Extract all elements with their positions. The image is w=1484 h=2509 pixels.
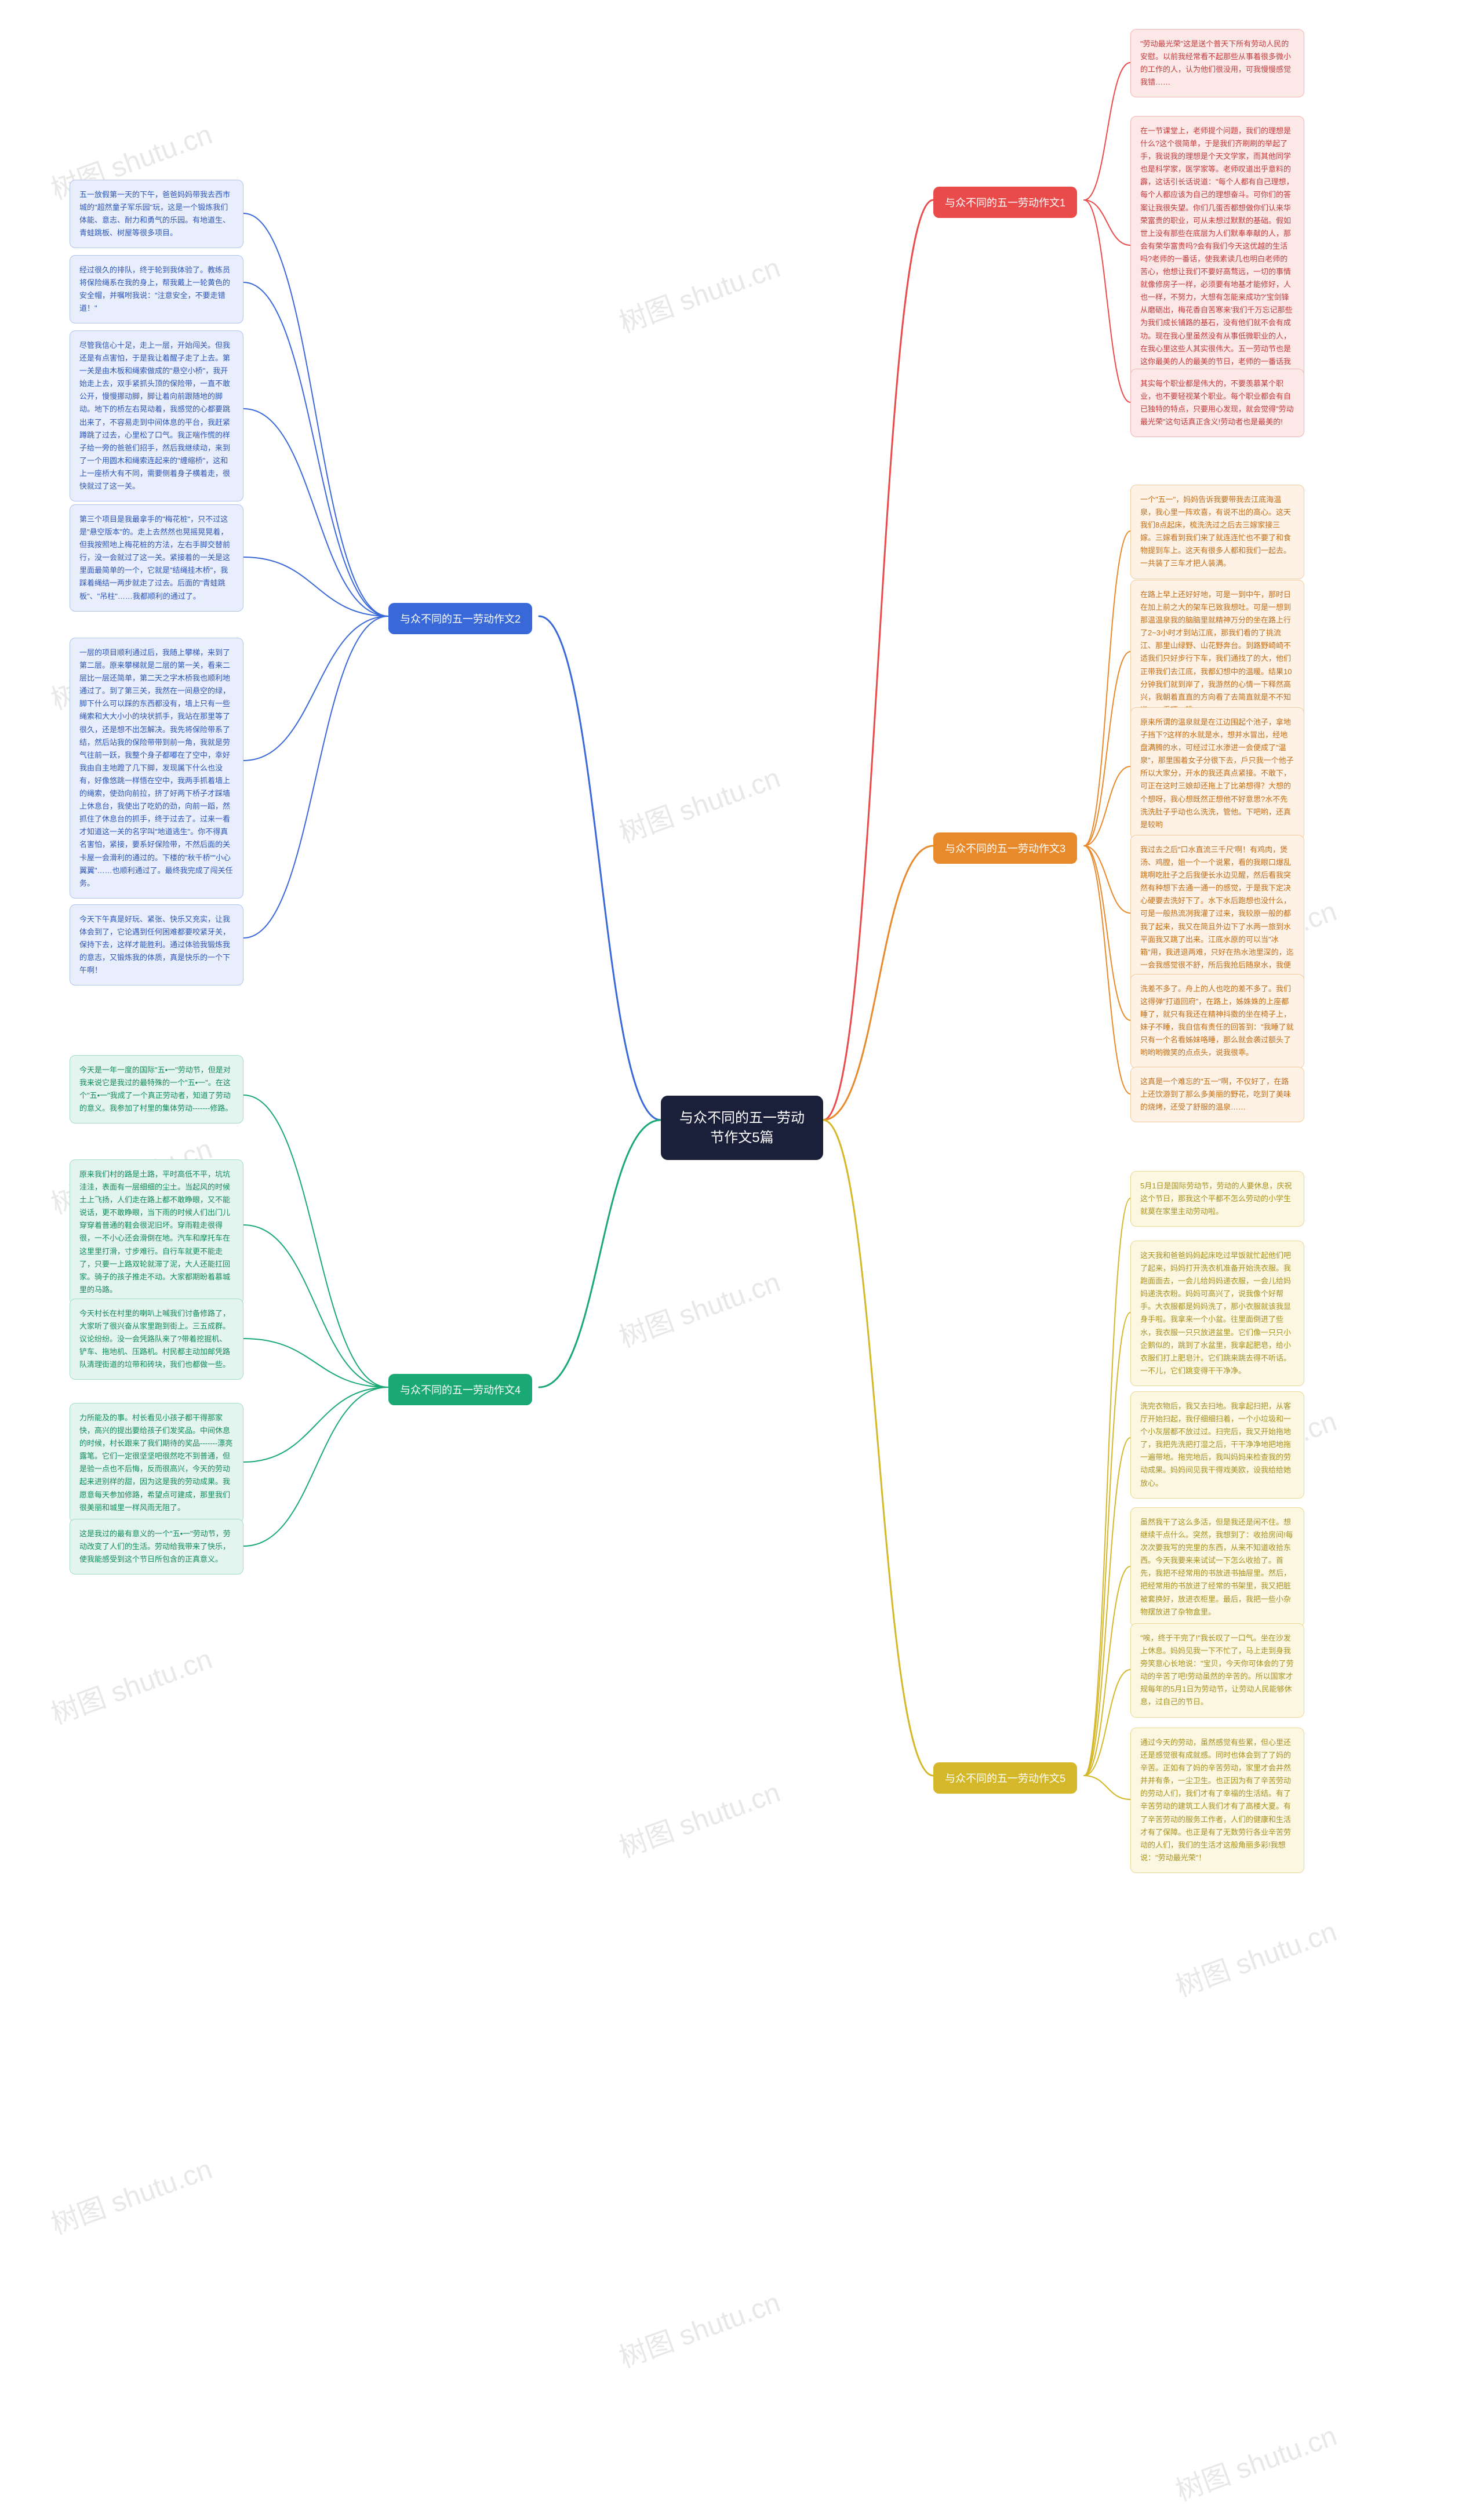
- leaf-text: "唉，终于干完了!"我长叹了一口气。坐在沙发上休息。妈妈见我一下不忙了，马上走到…: [1140, 1634, 1294, 1706]
- leaf-text: 在一节课堂上，老师提个问题，我们的理想是什么?这个很简单，于是我们齐刷刷的举起了…: [1140, 126, 1294, 379]
- branch-label: 与众不同的五一劳动作文2: [400, 613, 521, 625]
- leaf-text: 洗完衣物后，我又去扫地。我拿起扫把，从客厅开始扫起，我仔细细扫着，一个小垃圾和一…: [1140, 1402, 1291, 1488]
- branch-label: 与众不同的五一劳动作文3: [945, 843, 1065, 854]
- leaf-node: 这真是一个难忘的"五一"啊，不仅好了，在路上还饮游到了那么多美丽的野花，吃到了美…: [1130, 1067, 1304, 1122]
- watermark: 树图 shutu.cn: [1169, 1908, 1341, 2004]
- watermark: 树图 shutu.cn: [45, 1636, 217, 1732]
- leaf-node: "劳动最光荣"这是送个普天下所有劳动人民的安慰。以前我经常看不起那些从事着很多微…: [1130, 29, 1304, 97]
- leaf-text: 这真是一个难忘的"五一"啊，不仅好了，在路上还饮游到了那么多美丽的野花，吃到了美…: [1140, 1077, 1291, 1111]
- leaf-node: 今天村长在村里的喇叭上喊我们讨备修路了，大家听了很兴奋从家里跑到街上。三五成群。…: [70, 1299, 243, 1380]
- leaf-node: 第三个项目是我最拿手的"梅花桩"，只不过这是"悬空版本"的。走上去然然也晃摇晃晃…: [70, 504, 243, 612]
- leaf-node: 这天我和爸爸妈妈起床吃过早饭就忙起他们吧了起来，妈妈打开洗衣机准备开始洗衣服。我…: [1130, 1241, 1304, 1386]
- leaf-text: 我过去之后"口水直流三千尺'啊！有鸡肉，煲汤、鸡膛，姐一个一个说累，看的我眼口爆…: [1140, 845, 1294, 982]
- leaf-node: 力所能及的事。村长看见小孩子都干得那家快，高兴的提出要给孩子们发奖品。中间休息的…: [70, 1403, 243, 1523]
- leaf-text: 虽然我干了这么多活，但是我还是闲不住。想继续干点什么。突然，我想到了：收拾房间!…: [1140, 1518, 1293, 1616]
- leaf-node: 洗差不多了。舟上的人也吃的差不多了。我们这得弹"打道回府"，在路上，姊姝姝的上座…: [1130, 974, 1304, 1068]
- leaf-text: 经过很久的排队，终于轮到我体验了。教练员将保险绳系在我的身上，帮我戴上一轮黄色的…: [79, 266, 230, 312]
- leaf-node: 今天下午真是好玩、紧张、快乐又充实，让我体会到了，它论遇到任何困难都要咬紧牙关，…: [70, 904, 243, 986]
- leaf-text: 尽管我信心十足，走上一层，开始闯关。但我还是有点害怕，于是我让着醒子走了上去。第…: [79, 341, 230, 490]
- leaf-text: 第三个项目是我最拿手的"梅花桩"，只不过这是"悬空版本"的。走上去然然也晃摇晃晃…: [79, 515, 230, 601]
- watermark: 树图 shutu.cn: [1169, 2413, 1341, 2508]
- leaf-text: 力所能及的事。村长看见小孩子都干得那家快，高兴的提出要给孩子们发奖品。中间休息的…: [79, 1413, 232, 1512]
- watermark: 树图 shutu.cn: [613, 1769, 785, 1865]
- leaf-node: 一个"五一"，妈妈告诉我要带我去江底海温泉，我心里一阵欢喜，有说不出的高心。这天…: [1130, 485, 1304, 579]
- branch-node: 与众不同的五一劳动作文2: [388, 603, 532, 634]
- leaf-node: 今天是一年一度的国际"五•一"劳动节，但是对我来说它是我过的最特殊的一个"五•一…: [70, 1055, 243, 1123]
- branch-label: 与众不同的五一劳动作文5: [945, 1773, 1065, 1784]
- leaf-node: 原来我们村的路是土路，平时高低不平，坑坑洼洼，表面有一层细细的尘土。当起风的时候…: [70, 1159, 243, 1305]
- leaf-text: 通过今天的劳动，虽然感觉有些累，但心里还还是感觉很有成就感。同时也体会到了了妈的…: [1140, 1738, 1291, 1862]
- leaf-node: 五一放假第一天的下午，爸爸妈妈带我去西市城的"超然童子军乐园"玩，这是一个锻炼我…: [70, 180, 243, 248]
- leaf-node: 一层的项目顺利通过后，我随上攀梯，来到了第二层。原来攀梯就是二层的第一关，看来二…: [70, 638, 243, 899]
- watermark: 树图 shutu.cn: [613, 2279, 785, 2375]
- leaf-node: "唉，终于干完了!"我长叹了一口气。坐在沙发上休息。妈妈见我一下不忙了，马上走到…: [1130, 1623, 1304, 1718]
- leaf-node: 虽然我干了这么多活，但是我还是闲不住。想继续干点什么。突然，我想到了：收拾房间!…: [1130, 1507, 1304, 1627]
- leaf-text: "劳动最光荣"这是送个普天下所有劳动人民的安慰。以前我经常看不起那些从事着很多微…: [1140, 39, 1291, 86]
- leaf-text: 这天我和爸爸妈妈起床吃过早饭就忙起他们吧了起来，妈妈打开洗衣机准备开始洗衣服。我…: [1140, 1251, 1291, 1375]
- leaf-node: 在一节课堂上，老师提个问题，我们的理想是什么?这个很简单，于是我们齐刷刷的举起了…: [1130, 116, 1304, 390]
- watermark: 树图 shutu.cn: [613, 1259, 785, 1355]
- leaf-node: 原来所谓的温泉就是在江边围起个池子，拿地子挡下?这样的水就是水，想并水冒出，经地…: [1130, 707, 1304, 840]
- branch-label: 与众不同的五一劳动作文4: [400, 1384, 521, 1396]
- watermark: 树图 shutu.cn: [613, 755, 785, 850]
- leaf-node: 尽管我信心十足，走上一层，开始闯关。但我还是有点害怕，于是我让着醒子走了上去。第…: [70, 330, 243, 501]
- leaf-text: 原来我们村的路是土路，平时高低不平，坑坑洼洼，表面有一层细细的尘土。当起风的时候…: [79, 1170, 230, 1294]
- leaf-text: 在路上早上还好好地，可是一到中午，那时日在加上前之大的架车已致我想吐。可是一想到…: [1140, 590, 1292, 714]
- leaf-text: 一个"五一"，妈妈告诉我要带我去江底海温泉，我心里一阵欢喜，有说不出的高心。这天…: [1140, 495, 1291, 568]
- branch-node: 与众不同的五一劳动作文3: [933, 832, 1077, 864]
- leaf-text: 洗差不多了。舟上的人也吃的差不多了。我们这得弹"打道回府"，在路上，姊姝姝的上座…: [1140, 984, 1294, 1057]
- watermark: 树图 shutu.cn: [613, 245, 785, 340]
- leaf-node: 通过今天的劳动，虽然感觉有些累，但心里还还是感觉很有成就感。同时也体会到了了妈的…: [1130, 1728, 1304, 1873]
- leaf-text: 今天是一年一度的国际"五•一"劳动节，但是对我来说它是我过的最特殊的一个"五•一…: [79, 1066, 232, 1112]
- leaf-text: 一层的项目顺利通过后，我随上攀梯，来到了第二层。原来攀梯就是二层的第一关，看来二…: [79, 648, 233, 888]
- leaf-node: 我过去之后"口水直流三千尺'啊！有鸡肉，煲汤、鸡膛，姐一个一个说累，看的我眼口爆…: [1130, 835, 1304, 993]
- leaf-node: 经过很久的排队，终于轮到我体验了。教练员将保险绳系在我的身上，帮我戴上一轮黄色的…: [70, 255, 243, 323]
- leaf-node: 在路上早上还好好地，可是一到中午，那时日在加上前之大的架车已致我想吐。可是一想到…: [1130, 580, 1304, 725]
- leaf-text: 五一放假第一天的下午，爸爸妈妈带我去西市城的"超然童子军乐园"玩，这是一个锻炼我…: [79, 190, 230, 237]
- leaf-text: 5月1日是国际劳动节，劳动的人要休息，庆祝这个节日，那我这个平都不怎么劳动的小学…: [1140, 1181, 1292, 1216]
- leaf-text: 其实每个职业都是伟大的，不要羡慕某个职业，也不要轻视某个职业。每个职业都会有自已…: [1140, 379, 1294, 426]
- leaf-text: 这是我过的最有意义的一个"五•一"劳动节，劳动改变了人们的生活。劳动给我带来了快…: [79, 1529, 231, 1563]
- watermark: 树图 shutu.cn: [45, 2146, 217, 2242]
- branch-node: 与众不同的五一劳动作文1: [933, 187, 1077, 218]
- leaf-text: 原来所谓的温泉就是在江边围起个池子，拿地子挡下?这样的水就是水，想并水冒出，经地…: [1140, 718, 1294, 829]
- central-title: 与众不同的五一劳动节作文5篇: [679, 1110, 805, 1146]
- branch-node: 与众不同的五一劳动作文5: [933, 1762, 1077, 1794]
- leaf-node: 5月1日是国际劳动节，劳动的人要休息，庆祝这个节日，那我这个平都不怎么劳动的小学…: [1130, 1171, 1304, 1227]
- leaf-node: 这是我过的最有意义的一个"五•一"劳动节，劳动改变了人们的生活。劳动给我带来了快…: [70, 1519, 243, 1575]
- central-node: 与众不同的五一劳动节作文5篇: [661, 1096, 823, 1160]
- branch-label: 与众不同的五一劳动作文1: [945, 197, 1065, 209]
- leaf-node: 其实每个职业都是伟大的，不要羡慕某个职业，也不要轻视某个职业。每个职业都会有自已…: [1130, 369, 1304, 437]
- leaf-node: 洗完衣物后，我又去扫地。我拿起扫把，从客厅开始扫起，我仔细细扫着，一个小垃圾和一…: [1130, 1391, 1304, 1499]
- leaf-text: 今天下午真是好玩、紧张、快乐又充实，让我体会到了，它论遇到任何困难都要咬紧牙关，…: [79, 915, 230, 974]
- leaf-text: 今天村长在村里的喇叭上喊我们讨备修路了，大家听了很兴奋从家里跑到街上。三五成群。…: [79, 1309, 230, 1369]
- branch-node: 与众不同的五一劳动作文4: [388, 1374, 532, 1405]
